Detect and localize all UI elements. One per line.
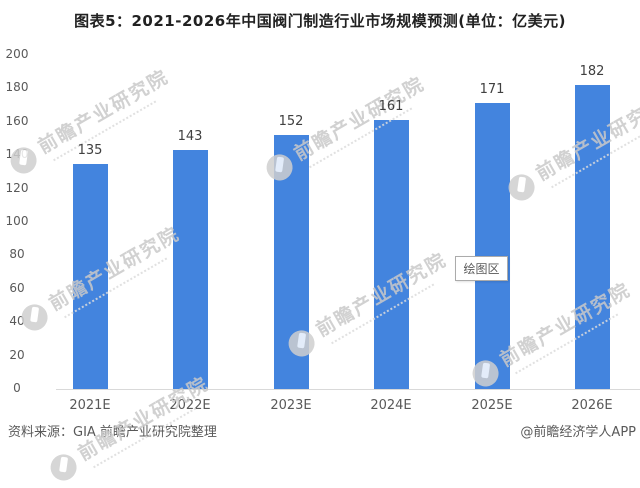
watermark-text: 前瞻产业研究院 <box>496 278 635 372</box>
y-tick-label: 20 <box>9 347 25 362</box>
y-tick-label: 100 <box>5 214 29 228</box>
y-tick-label: 0 <box>13 381 21 395</box>
bar-2025E[interactable] <box>474 103 510 389</box>
x-axis-line <box>56 389 640 390</box>
watermark-text: 前瞻产业研究院 <box>45 222 184 316</box>
bar-value-label: 135 <box>77 142 103 158</box>
x-tick-label: 2021E <box>69 398 111 413</box>
x-tick-label: 2022E <box>169 398 211 413</box>
bar-value-label: 182 <box>579 64 605 80</box>
bar-2024E[interactable] <box>373 120 409 389</box>
bar-value-label: 152 <box>278 114 304 130</box>
y-tick-label: 200 <box>5 47 29 61</box>
y-tick-label: 40 <box>9 314 25 329</box>
credit-text: @前瞻经济学人APP <box>520 425 636 440</box>
y-tick-label: 160 <box>5 113 29 128</box>
x-tick-label: 2023E <box>270 398 312 413</box>
bar-value-label: 161 <box>378 99 404 115</box>
plot-area-tooltip: 绘图区 <box>455 256 508 281</box>
x-tick-label: 2026E <box>571 398 613 413</box>
bar-2021E[interactable] <box>72 163 108 389</box>
x-tick-label: 2024E <box>370 398 412 413</box>
bar-2022E[interactable] <box>172 150 208 389</box>
x-tick-label: 2025E <box>471 398 513 413</box>
y-tick-label: 120 <box>5 180 29 195</box>
bar-2023E[interactable] <box>273 135 309 389</box>
chart-title: 图表5：2021-2026年中国阀门制造行业市场规模预测(单位：亿美元) <box>74 12 566 30</box>
y-tick-label: 180 <box>5 80 29 95</box>
plot-area-tooltip-label: 绘图区 <box>463 262 500 276</box>
watermark: 前瞻产业研究院 <box>502 89 640 208</box>
y-tick-label: 60 <box>9 280 25 295</box>
y-tick-label: 140 <box>5 147 29 162</box>
bar-value-label: 143 <box>177 129 203 145</box>
y-tick-label: 80 <box>9 247 25 262</box>
source-text: 资料来源：GIA 前瞻产业研究院整理 <box>8 425 217 440</box>
bar-2026E[interactable] <box>574 85 610 389</box>
watermark-logo-icon <box>45 449 82 486</box>
bar-value-label: 171 <box>479 82 505 98</box>
